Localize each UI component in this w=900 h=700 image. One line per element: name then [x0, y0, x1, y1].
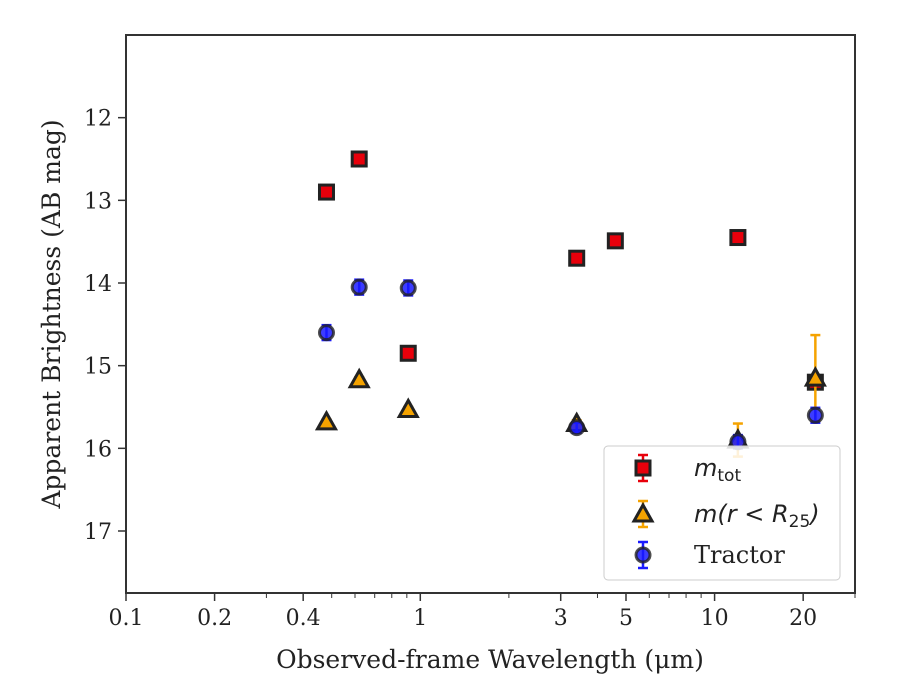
x-tick-label: 5	[619, 606, 633, 631]
y-axis-ticks: 12 13 14 15 16 17	[84, 107, 126, 545]
data-series	[314, 150, 827, 458]
y-tick-label: 17	[84, 520, 112, 545]
x-tick-label: 0.2	[197, 606, 232, 631]
legend: mtot m(r < R25) Tractor	[603, 445, 841, 581]
legend-marker-square	[634, 459, 652, 477]
data-point-circle	[399, 279, 417, 297]
x-tick-label: 0.4	[286, 606, 321, 631]
x-tick-label: 3	[554, 606, 568, 631]
data-point-circle	[806, 406, 824, 424]
legend-label-m-r25: m(r < R25)	[694, 500, 820, 532]
y-tick-label: 14	[84, 272, 112, 297]
data-point-triangle	[803, 366, 827, 387]
x-axis-ticks: 0.1 0.2 0.4 1 3 5 10 20	[109, 593, 856, 631]
legend-label-mtot: mtot	[694, 454, 741, 486]
x-tick-label: 0.1	[109, 606, 144, 631]
data-point-triangle	[396, 397, 420, 418]
x-axis-label: Observed-frame Wavelength (μm)	[276, 645, 704, 674]
legend-box	[603, 445, 841, 581]
data-point-circle	[317, 324, 335, 342]
x-tick-label: 10	[701, 606, 729, 631]
series-circle	[317, 278, 824, 451]
data-point-square	[606, 232, 624, 250]
legend-label-tractor: Tractor	[694, 541, 785, 569]
data-point-triangle	[347, 367, 371, 389]
legend-marker-circle	[634, 546, 652, 564]
x-tick-label: 1	[413, 606, 427, 631]
series-square	[317, 150, 824, 391]
data-point-square	[350, 150, 368, 168]
y-tick-label: 13	[84, 189, 112, 214]
data-point-square	[317, 183, 335, 201]
y-axis-label: Apparent Brightness (AB mag)	[37, 119, 66, 509]
data-point-square	[729, 229, 747, 247]
y-tick-label: 12	[84, 107, 112, 132]
y-tick-label: 16	[84, 437, 112, 462]
legend-marker-triangle	[631, 501, 655, 523]
y-tick-label: 15	[84, 355, 112, 380]
data-point-square	[568, 249, 586, 267]
x-tick-label: 20	[789, 606, 817, 631]
data-point-triangle	[314, 409, 339, 431]
legend-markers	[631, 453, 655, 570]
data-point-circle	[568, 419, 586, 437]
data-point-circle	[350, 278, 368, 296]
data-point-square	[399, 344, 417, 362]
